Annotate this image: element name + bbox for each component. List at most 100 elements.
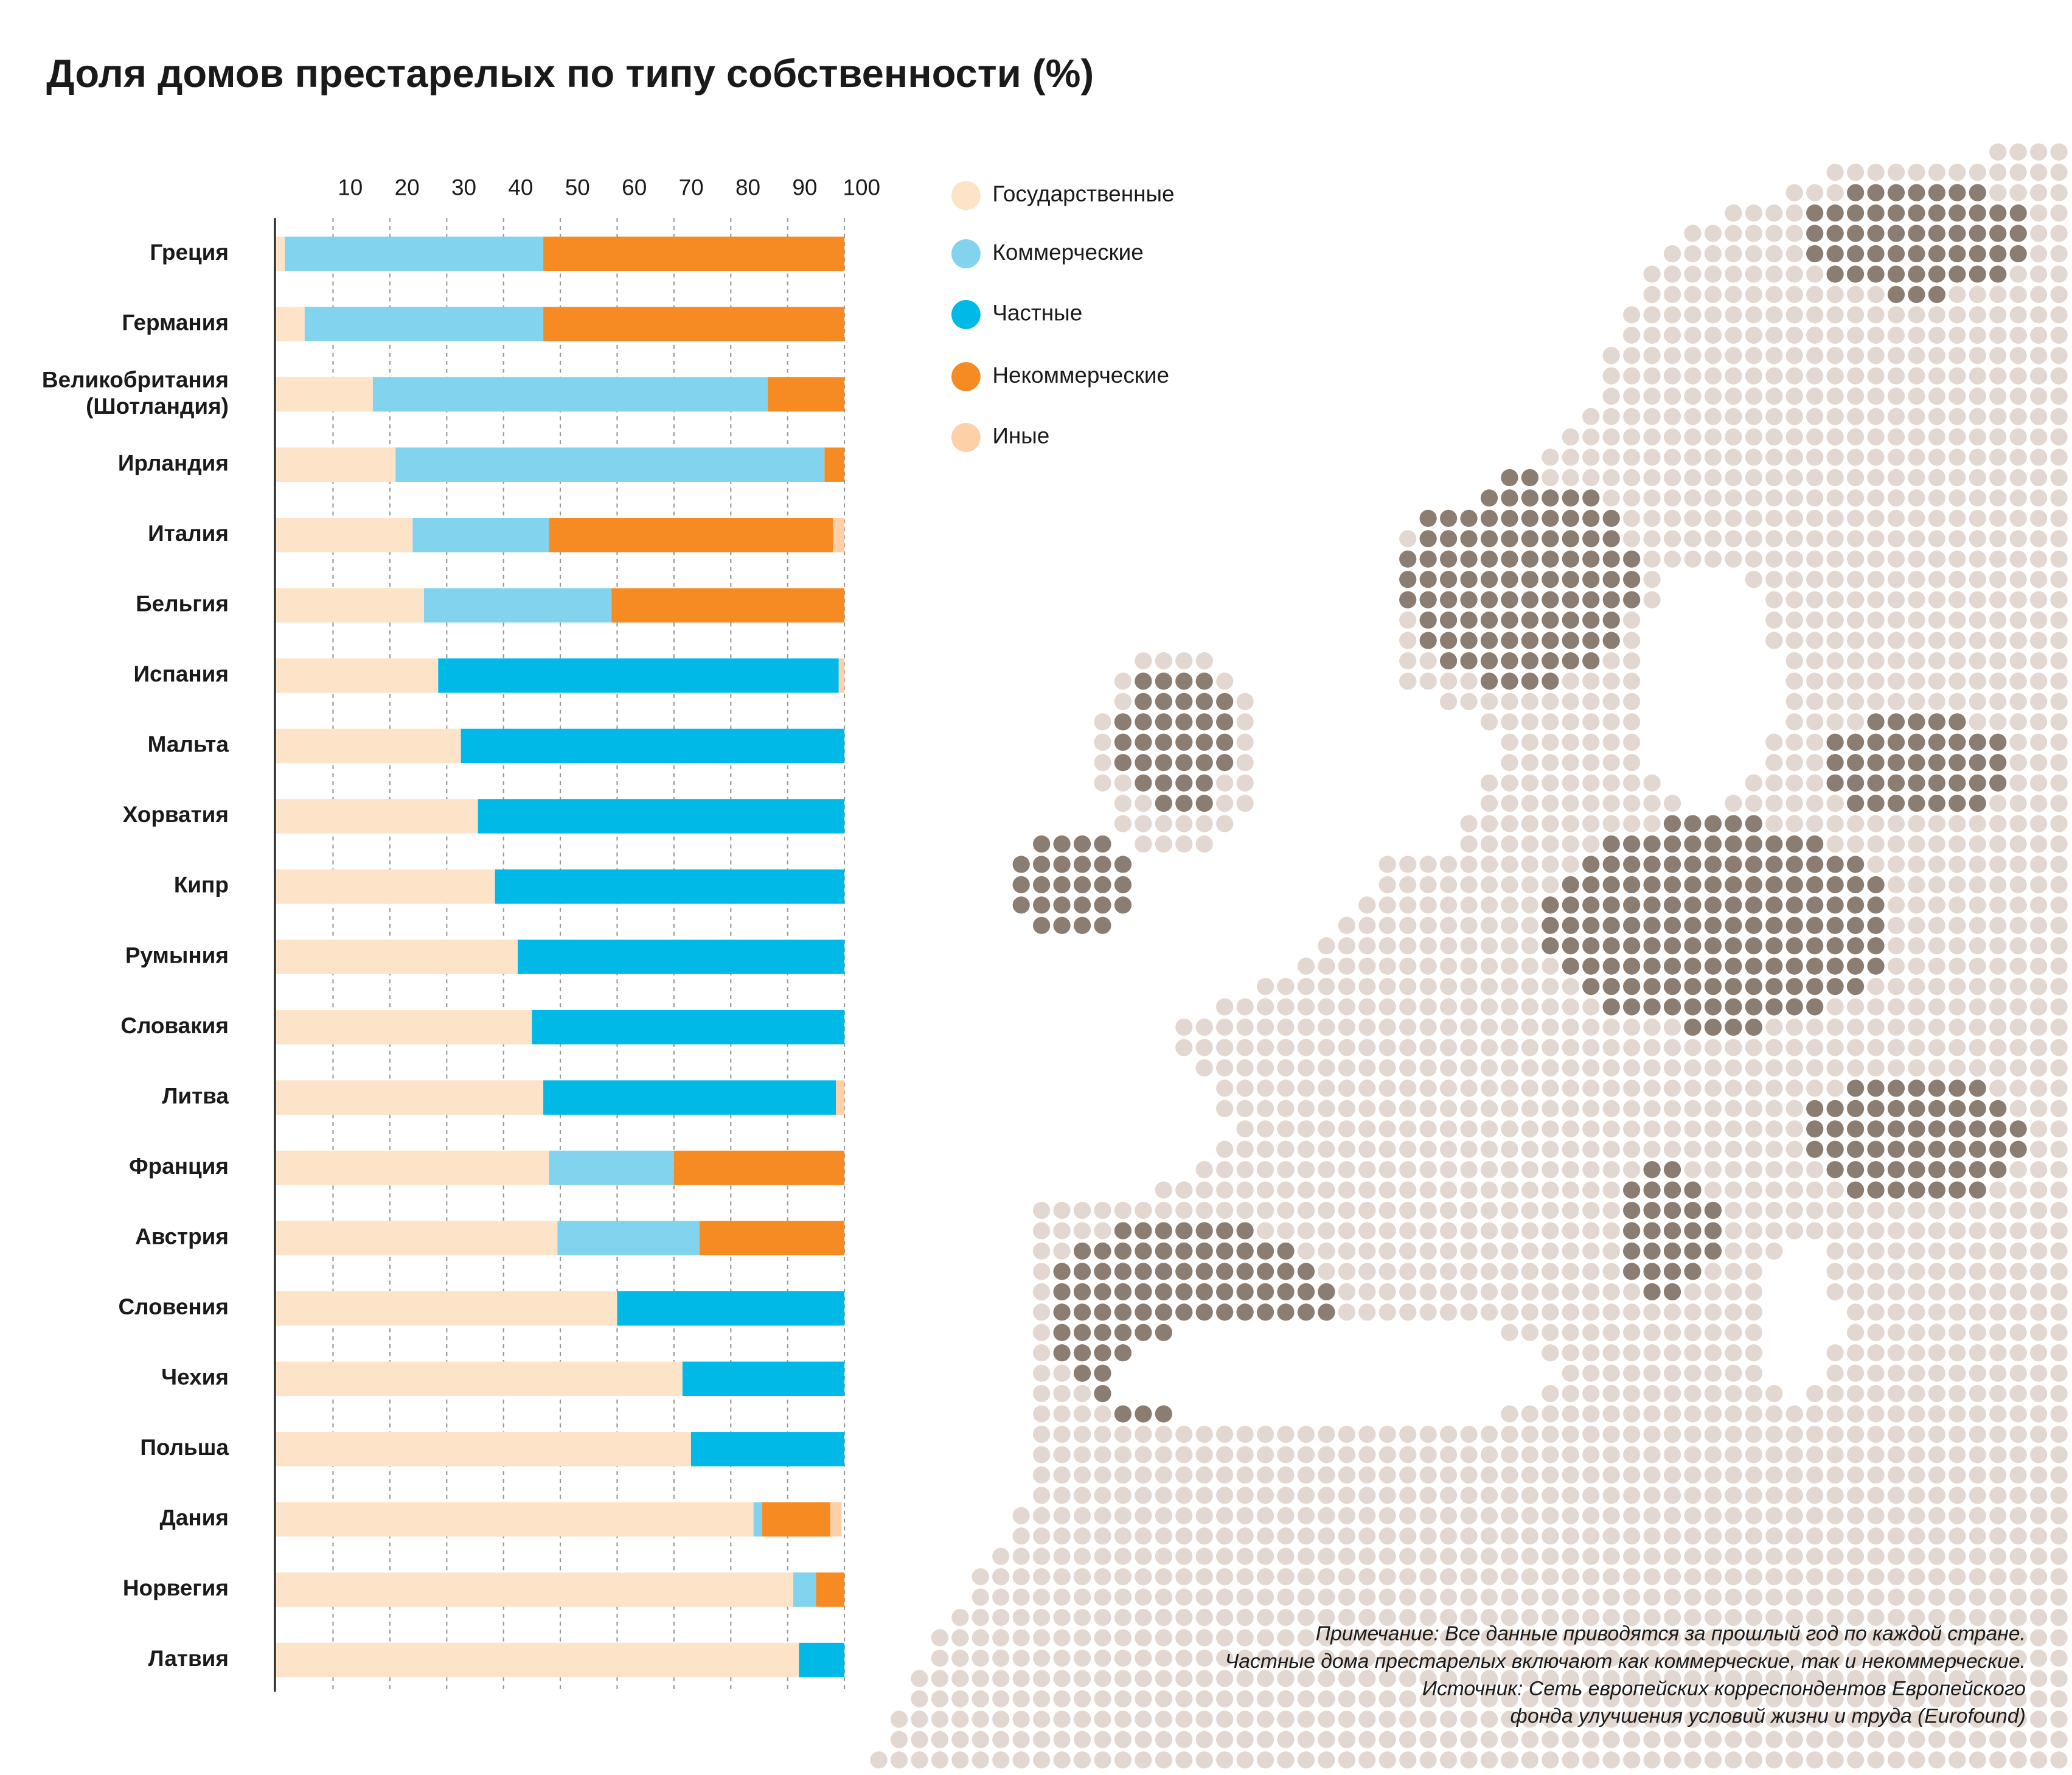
- map-dot: [1908, 1263, 1925, 1280]
- map-dot: [2050, 1202, 2068, 1219]
- map-dot: [1623, 754, 1641, 772]
- map-dot: [1033, 1344, 1051, 1362]
- map-dot: [1806, 815, 1824, 832]
- map-dot: [1542, 692, 1559, 711]
- map-dot: [1460, 1466, 1478, 1484]
- map-dot: [2029, 326, 2048, 344]
- map-dot: [1114, 1487, 1132, 1504]
- map-dot: [1663, 795, 1681, 812]
- map-dot: [1989, 591, 2007, 609]
- map-dot: [1501, 733, 1518, 751]
- map-dot: [1562, 1649, 1579, 1667]
- map-dot: [1073, 1629, 1091, 1647]
- map-dot: [1582, 1588, 1600, 1606]
- map-dot: [1460, 1588, 1478, 1606]
- map-dot: [1949, 347, 1966, 364]
- map-dot: [1521, 1242, 1539, 1260]
- map-dot: [1663, 815, 1681, 832]
- map-dot: [1887, 326, 1905, 344]
- map-dot: [1643, 469, 1661, 487]
- map-dot: [1684, 509, 1702, 527]
- map-dot: [1908, 1547, 1925, 1565]
- bar-segment: [617, 1291, 845, 1326]
- map-dot: [1480, 937, 1498, 955]
- map-dot: [1460, 1161, 1478, 1179]
- map-dot: [1297, 978, 1315, 996]
- map-dot: [1969, 1507, 1986, 1524]
- map-dot: [1012, 1588, 1030, 1606]
- map-dot: [2009, 1039, 2027, 1056]
- map-dot: [2050, 733, 2068, 751]
- map-dot: [1949, 184, 1966, 201]
- map-dot: [1114, 1690, 1132, 1708]
- map-dot: [1663, 509, 1681, 527]
- map-dot: [1765, 1181, 1783, 1199]
- map-dot: [1236, 1547, 1254, 1565]
- map-dot: [1684, 1059, 1702, 1077]
- map-dot: [1521, 1527, 1539, 1545]
- map-dot: [2029, 856, 2048, 873]
- map-dot: [1989, 1568, 2007, 1586]
- map-dot: [1826, 1405, 1844, 1423]
- map-dot: [1256, 1487, 1274, 1504]
- map-dot: [1562, 1303, 1579, 1321]
- map-dot: [1501, 896, 1518, 914]
- map-dot: [1928, 937, 1945, 955]
- map-dot: [1501, 591, 1518, 609]
- map-dot: [1663, 1100, 1681, 1117]
- map-dot: [1806, 713, 1824, 731]
- map-dot: [1846, 1670, 1865, 1687]
- map-dot: [2009, 204, 2027, 222]
- x-tick-label: 80: [735, 175, 760, 200]
- map-dot: [1806, 367, 1824, 385]
- map-dot: [1175, 1181, 1193, 1199]
- map-dot: [1195, 754, 1213, 772]
- map-dot: [1908, 1608, 1925, 1627]
- map-dot: [1867, 1140, 1885, 1158]
- map-dot: [1378, 1608, 1396, 1627]
- map-dot: [1073, 856, 1091, 873]
- map-dot: [1908, 388, 1925, 405]
- map-dot: [1785, 306, 1803, 324]
- map-dot: [1623, 916, 1641, 934]
- map-dot: [1785, 550, 1803, 568]
- map-dot: [1928, 509, 1945, 527]
- map-dot: [1684, 1018, 1702, 1036]
- map-dot: [1684, 957, 1702, 975]
- map-dot: [1114, 733, 1132, 751]
- map-dot: [1725, 937, 1742, 955]
- map-dot: [1867, 672, 1885, 690]
- map-dot: [1846, 469, 1865, 487]
- map-dot: [2029, 1588, 2048, 1606]
- map-dot: [1704, 1140, 1722, 1158]
- map-dot: [1521, 509, 1539, 527]
- map-dot: [1419, 1181, 1437, 1199]
- map-dot: [1175, 672, 1193, 690]
- map-dot: [1745, 326, 1762, 344]
- map-dot: [1318, 1731, 1335, 1748]
- map-dot: [1887, 1161, 1905, 1179]
- map-dot: [1562, 509, 1579, 527]
- bar-segment: [543, 307, 845, 341]
- map-dot: [1439, 1446, 1458, 1463]
- map-dot: [1704, 1446, 1722, 1463]
- map-dot: [1725, 1039, 1742, 1056]
- map-dot: [1643, 815, 1661, 832]
- map-dot: [1399, 1568, 1417, 1586]
- map-dot: [1745, 509, 1762, 527]
- map-dot: [1887, 204, 1905, 222]
- map-dot: [1501, 1283, 1518, 1301]
- map-dot: [1684, 1283, 1702, 1301]
- map-dot: [1887, 1466, 1905, 1484]
- map-dot: [1562, 1629, 1579, 1647]
- map-dot: [1236, 1690, 1254, 1708]
- map-dot: [1195, 1507, 1213, 1524]
- map-dot: [1745, 978, 1762, 996]
- map-dot: [1928, 835, 1945, 853]
- map-dot: [1297, 1629, 1315, 1647]
- map-dot: [1684, 1588, 1702, 1606]
- map-dot: [1806, 184, 1824, 201]
- map-dot: [1949, 1283, 1966, 1301]
- map-dot: [1846, 1100, 1865, 1117]
- map-dot: [1704, 1629, 1722, 1647]
